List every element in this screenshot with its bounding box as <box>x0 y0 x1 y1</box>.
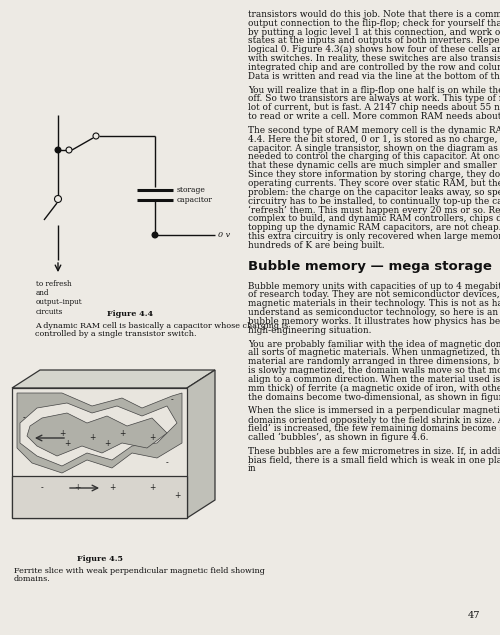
Polygon shape <box>187 370 215 518</box>
Text: A dynamic RAM cell is basically a capacitor whose charging is: A dynamic RAM cell is basically a capaci… <box>35 322 288 330</box>
Text: When the slice is immersed in a perpendicular magnetic field, the: When the slice is immersed in a perpendi… <box>248 406 500 415</box>
Text: all sorts of magnetic materials. When unmagnetized, the domains in the: all sorts of magnetic materials. When un… <box>248 349 500 358</box>
Text: needed to control the charging of this capacitor. At once you can see: needed to control the charging of this c… <box>248 152 500 161</box>
Text: Bubble memory units with capacities of up to 4 megabits are the subject: Bubble memory units with capacities of u… <box>248 282 500 291</box>
Text: bubble memory works. It illustrates how physics has been applied in a: bubble memory works. It illustrates how … <box>248 317 500 326</box>
Circle shape <box>55 147 61 153</box>
Polygon shape <box>27 413 167 456</box>
Polygon shape <box>17 393 182 473</box>
Text: of research today. They are not semiconductor devices, but employ: of research today. They are not semicond… <box>248 290 500 300</box>
Text: bias field, there is a small field which is weak in one place and strong: bias field, there is a small field which… <box>248 455 500 465</box>
Text: Ferrite slice with weak perpendicular magnetic field showing: Ferrite slice with weak perpendicular ma… <box>14 567 265 575</box>
Text: output connection to the flip-flop; check for yourself that this works: output connection to the flip-flop; chec… <box>248 19 500 28</box>
Text: operating currents. They score over static RAM, but there is a small: operating currents. They score over stat… <box>248 179 500 188</box>
Text: controlled by a single transistor switch.: controlled by a single transistor switch… <box>35 330 196 338</box>
Text: in: in <box>248 464 256 474</box>
Text: +: + <box>149 434 155 443</box>
Text: circuitry has to be installed, to continually top-up the capacitors, or: circuitry has to be installed, to contin… <box>248 197 500 206</box>
Text: storage
capacitor: storage capacitor <box>177 187 213 204</box>
Text: material are randomly arranged in three dimensions, but as the material: material are randomly arranged in three … <box>248 358 500 366</box>
Text: +: + <box>64 439 70 448</box>
Text: 47: 47 <box>468 611 480 620</box>
Text: hundreds of K are being built.: hundreds of K are being built. <box>248 241 384 250</box>
Text: Figure 4.5: Figure 4.5 <box>77 555 123 563</box>
Text: to read or write a cell. More common RAM needs about 200 ns.: to read or write a cell. More common RAM… <box>248 112 500 121</box>
Text: +: + <box>59 429 65 438</box>
Text: called ‘bubbles’, as shown in figure 4.6.: called ‘bubbles’, as shown in figure 4.6… <box>248 433 428 442</box>
Text: 0 v: 0 v <box>218 231 230 239</box>
Text: to refresh
and
output–input
circuits: to refresh and output–input circuits <box>36 280 82 316</box>
Text: logical 0. Figure 4.3(a) shows how four of these cells are connected: logical 0. Figure 4.3(a) shows how four … <box>248 45 500 55</box>
Text: Bubble memory — mega storage: Bubble memory — mega storage <box>248 260 492 272</box>
Text: lot of current, but is fast. A 2147 chip needs about 55 ns (nanoseconds): lot of current, but is fast. A 2147 chip… <box>248 104 500 112</box>
Text: align to a common direction. When the material used is a thin film (0.01: align to a common direction. When the ma… <box>248 375 500 384</box>
Text: field’ is increased, the few remaining domains become small cylinders,: field’ is increased, the few remaining d… <box>248 424 500 433</box>
Text: +: + <box>74 483 80 493</box>
Text: problem: the charge on the capacitor leaks away, so special control: problem: the charge on the capacitor lea… <box>248 188 500 197</box>
Text: this extra circuitry is only recovered when large memory systems of: this extra circuitry is only recovered w… <box>248 232 500 241</box>
Text: mm thick) of ferrite (a magnetic oxide of iron, with other metals), then: mm thick) of ferrite (a magnetic oxide o… <box>248 384 500 393</box>
Text: +: + <box>89 434 95 443</box>
Polygon shape <box>12 476 187 518</box>
Text: understand as semiconductor technology, so here is an outline of how a: understand as semiconductor technology, … <box>248 308 500 317</box>
Polygon shape <box>12 370 215 388</box>
Polygon shape <box>20 403 177 466</box>
Text: +: + <box>104 439 110 448</box>
Text: by putting a logic level 1 at this connection, and work out the logic: by putting a logic level 1 at this conne… <box>248 28 500 37</box>
Text: with switches. In reality, these switches are also transistors on an: with switches. In reality, these switche… <box>248 54 500 63</box>
Text: integrated chip and are controlled by the row and column select logic.: integrated chip and are controlled by th… <box>248 63 500 72</box>
Text: is slowly magnetized, the domain walls move so that most of the domains: is slowly magnetized, the domain walls m… <box>248 366 500 375</box>
Text: You are probably familiar with the idea of magnetic domains found in: You are probably familiar with the idea … <box>248 340 500 349</box>
Circle shape <box>152 232 158 237</box>
Text: off. So two transistors are always at work. This type of memory needs a: off. So two transistors are always at wo… <box>248 95 500 104</box>
Text: Figure 4.4: Figure 4.4 <box>107 310 153 318</box>
Text: Since they store information by storing charge, they do not need large: Since they store information by storing … <box>248 170 500 179</box>
Text: The second type of RAM memory cell is the dynamic RAM shown in figure: The second type of RAM memory cell is th… <box>248 126 500 135</box>
Text: -: - <box>22 413 26 422</box>
Polygon shape <box>12 388 187 518</box>
Text: domains.: domains. <box>14 575 51 583</box>
Text: that these dynamic cells are much simpler and smaller than static cells.: that these dynamic cells are much simple… <box>248 161 500 170</box>
Text: ‘refresh’ them. This must happen every 20 ms or so. Refresh circuitry is: ‘refresh’ them. This must happen every 2… <box>248 206 500 215</box>
Text: transistors would do this job. Note that there is a common input and: transistors would do this job. Note that… <box>248 10 500 19</box>
Text: +: + <box>174 491 180 500</box>
Text: Data is written and read via the line at the bottom of the diagram.: Data is written and read via the line at… <box>248 72 500 81</box>
Text: states at the inputs and outputs of both inverters. Repeat for input: states at the inputs and outputs of both… <box>248 36 500 46</box>
Text: capacitor. A single transistor, shown on the diagram as a switch, is: capacitor. A single transistor, shown on… <box>248 144 500 152</box>
Text: topping up the dynamic RAM capacitors, are not cheap. The expense of: topping up the dynamic RAM capacitors, a… <box>248 223 500 232</box>
Text: +: + <box>109 483 115 493</box>
Text: magnetic materials in their technology. This is not as hard to: magnetic materials in their technology. … <box>248 299 500 309</box>
Text: the domains become two-dimensional, as shown in figure 4.5.: the domains become two-dimensional, as s… <box>248 392 500 401</box>
Text: -: - <box>170 396 173 404</box>
Text: high-engineering situation.: high-engineering situation. <box>248 326 372 335</box>
Text: You will realize that in a flip-flop one half is on while the other is: You will realize that in a flip-flop one… <box>248 86 500 95</box>
Text: -: - <box>166 458 168 467</box>
Text: complex to build, and dynamic RAM controllers, chips dedicated to: complex to build, and dynamic RAM contro… <box>248 214 500 224</box>
Text: +: + <box>119 429 125 438</box>
Text: domains oriented oppositely to the field shrink in size. As the ‘bias: domains oriented oppositely to the field… <box>248 415 500 425</box>
Text: -: - <box>40 483 43 493</box>
Text: These bubbles are a few micrometres in size. If, in addition to the: These bubbles are a few micrometres in s… <box>248 447 500 456</box>
Text: 4.4. Here the bit stored, 0 or 1, is stored as no charge, or charge on a: 4.4. Here the bit stored, 0 or 1, is sto… <box>248 135 500 144</box>
Text: +: + <box>149 483 155 493</box>
